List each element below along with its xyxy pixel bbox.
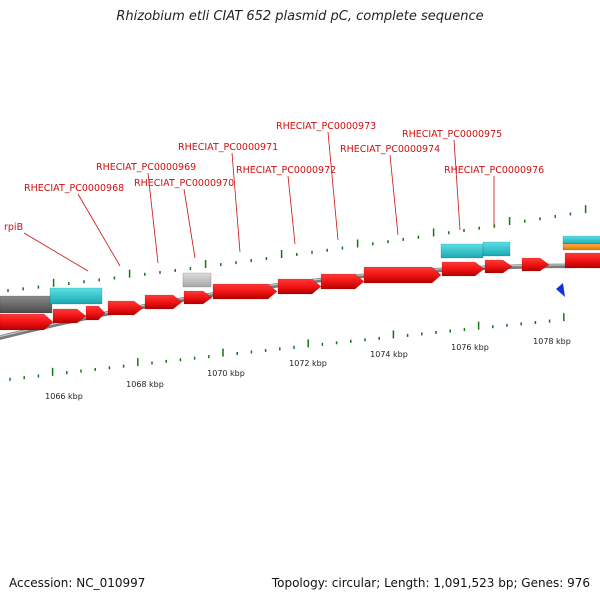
- kbp-label: 1072 kbp: [289, 359, 327, 368]
- gene-label: rpiB: [4, 222, 23, 233]
- gene-label: RHECIAT_PC0000975: [402, 129, 502, 140]
- map-title: Rhizobium etli CIAT 652 plasmid pC, comp…: [116, 9, 484, 24]
- gene-feature: [0, 313, 54, 331]
- leader-line: [23, 232, 89, 272]
- gene-feature: [441, 261, 485, 277]
- gene-label: RHECIAT_PC0000976: [444, 165, 544, 176]
- gene-label: RHECIAT_PC0000968: [24, 183, 124, 194]
- gene-feature: [562, 235, 600, 245]
- gene-feature: [484, 259, 513, 274]
- leader-line: [287, 175, 296, 245]
- gene-label: RHECIAT_PC0000973: [276, 121, 376, 132]
- feature-track: [0, 235, 600, 331]
- kbp-label: 1070 kbp: [207, 369, 245, 378]
- gene-feature: [277, 278, 322, 295]
- gene-feature: [482, 241, 511, 257]
- gene-labels: rpiB RHECIAT_PC0000968 RHECIAT_PC0000969 RH…: [4, 121, 544, 233]
- leader-line: [453, 139, 461, 231]
- label-leaders: [23, 131, 495, 272]
- gene-feature: [52, 308, 87, 324]
- gene-feature: [144, 294, 183, 310]
- gene-feature: [107, 300, 144, 316]
- leader-line: [77, 193, 121, 267]
- gene-label: RHECIAT_PC0000970: [134, 178, 234, 189]
- gene-label: RHECIAT_PC0000974: [340, 144, 440, 155]
- gene-label: RHECIAT_PC0000969: [96, 162, 196, 173]
- kbp-label: 1078 kbp: [533, 337, 571, 346]
- gene-label: RHECIAT_PC0000971: [178, 142, 278, 153]
- kbp-label: 1068 kbp: [126, 380, 164, 389]
- accession-text: Accession: NC_010997: [9, 576, 146, 590]
- leader-line: [183, 188, 196, 259]
- kbp-labels: 1066 kbp 1068 kbp 1070 kbp 1072 kbp 1074 kbp…: [45, 337, 571, 401]
- gene-label: RHECIAT_PC0000972: [236, 165, 336, 176]
- gene-feature: [182, 272, 212, 288]
- gene-feature: [212, 283, 278, 300]
- gene-feature: [320, 273, 365, 290]
- gene-feature: [363, 266, 442, 284]
- gene-feature: [0, 295, 53, 314]
- kbp-label: 1066 kbp: [45, 392, 83, 401]
- topology-summary: Topology: circular; Length: 1,091,523 bp…: [271, 576, 590, 590]
- kbp-label: 1074 kbp: [370, 350, 408, 359]
- leader-line: [147, 172, 159, 264]
- gene-feature: [564, 252, 600, 269]
- gene-feature: [440, 243, 484, 259]
- gene-feature: [183, 290, 213, 305]
- ticks-upper: [7, 205, 587, 293]
- gene-feature: [521, 257, 550, 272]
- ticks-lower: [9, 313, 565, 381]
- leader-line: [327, 131, 339, 241]
- gene-feature: [85, 305, 106, 321]
- leader-line: [389, 154, 399, 236]
- gene-feature: [49, 287, 103, 305]
- blue-feature: [556, 283, 565, 297]
- leader-line: [231, 152, 241, 253]
- gene-feature: [562, 243, 600, 251]
- kbp-label: 1076 kbp: [451, 343, 489, 352]
